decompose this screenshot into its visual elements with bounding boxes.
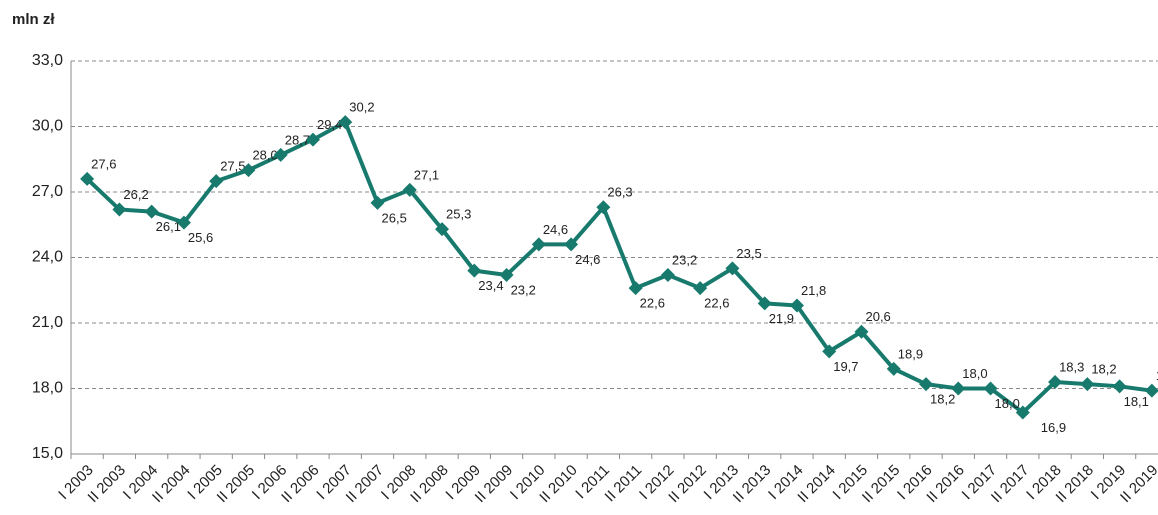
data-label: 19,7 (833, 359, 858, 374)
data-label: 18,0 (995, 396, 1020, 411)
data-label: 22,6 (640, 296, 665, 311)
data-label: 17,9 (1156, 368, 1158, 383)
marker (241, 163, 256, 178)
marker (435, 222, 450, 237)
marker (1048, 374, 1063, 389)
marker (112, 202, 127, 217)
data-label: 24,6 (543, 222, 568, 237)
marker (693, 281, 708, 296)
y-tick-label: 27,0 (32, 183, 63, 200)
y-tick-label: 24,0 (32, 249, 63, 266)
marker (886, 361, 901, 376)
data-label: 28,7 (285, 132, 310, 147)
data-label: 29,4 (317, 117, 342, 132)
y-tick-label: 21,0 (32, 314, 63, 331)
line (85, 120, 1153, 415)
data-label: 25,6 (188, 230, 213, 245)
marker (1112, 379, 1127, 394)
data-label: 23,2 (672, 252, 697, 267)
data-label: 27,1 (414, 167, 439, 182)
data-label: 23,2 (511, 282, 536, 297)
marker (757, 296, 772, 311)
data-label: 16,9 (1041, 420, 1066, 435)
y-tick-label: 18,0 (32, 380, 63, 397)
y-tick-label: 15,0 (32, 445, 63, 462)
marker (402, 182, 417, 197)
data-label: 26,5 (382, 210, 407, 225)
marker (822, 344, 837, 359)
marker (1080, 377, 1095, 392)
data-label: 20,6 (865, 309, 890, 324)
data-label: 18,2 (1091, 362, 1116, 377)
data-label: 27,6 (91, 156, 116, 171)
marker (983, 381, 998, 396)
data-label: 21,9 (769, 311, 794, 326)
marker (370, 195, 385, 210)
marker (854, 324, 869, 339)
marker (176, 215, 191, 230)
data-label: 23,5 (736, 246, 761, 261)
marker (499, 267, 514, 282)
marker (919, 377, 934, 392)
chart-title: mln zł (12, 11, 55, 28)
data-label: 26,1 (156, 219, 181, 234)
marker (467, 263, 482, 278)
data-label: 18,0 (962, 366, 987, 381)
data-label: 27,5 (220, 159, 245, 174)
marker (564, 237, 579, 252)
marker (1144, 383, 1158, 398)
data-label: 25,3 (446, 207, 471, 222)
data-label: 28,0 (252, 148, 277, 163)
marker (338, 115, 353, 130)
marker (305, 132, 320, 147)
data-label: 26,2 (123, 187, 148, 202)
data-label: 23,4 (478, 278, 503, 293)
marker (660, 267, 675, 282)
marker (596, 200, 611, 215)
data-label: 18,9 (898, 346, 923, 361)
data-label: 18,1 (1124, 394, 1149, 409)
data-label: 24,6 (575, 252, 600, 267)
data-label: 18,2 (930, 392, 955, 407)
marker (628, 281, 643, 296)
marker (1015, 405, 1030, 420)
data-label: 22,6 (704, 296, 729, 311)
y-tick-label: 30,0 (32, 118, 63, 135)
data-label: 21,8 (801, 283, 826, 298)
x-tick-label: II 2011 (602, 462, 646, 506)
marker (273, 147, 288, 162)
marker (209, 174, 224, 189)
marker (80, 171, 95, 186)
marker (951, 381, 966, 396)
marker (144, 204, 159, 219)
marker (789, 298, 804, 313)
marker (725, 261, 740, 276)
y-tick-label: 33,0 (32, 52, 63, 69)
data-label: 26,3 (607, 185, 632, 200)
data-label: 30,2 (349, 100, 374, 115)
marker (531, 237, 546, 252)
data-label: 18,3 (1059, 359, 1084, 374)
